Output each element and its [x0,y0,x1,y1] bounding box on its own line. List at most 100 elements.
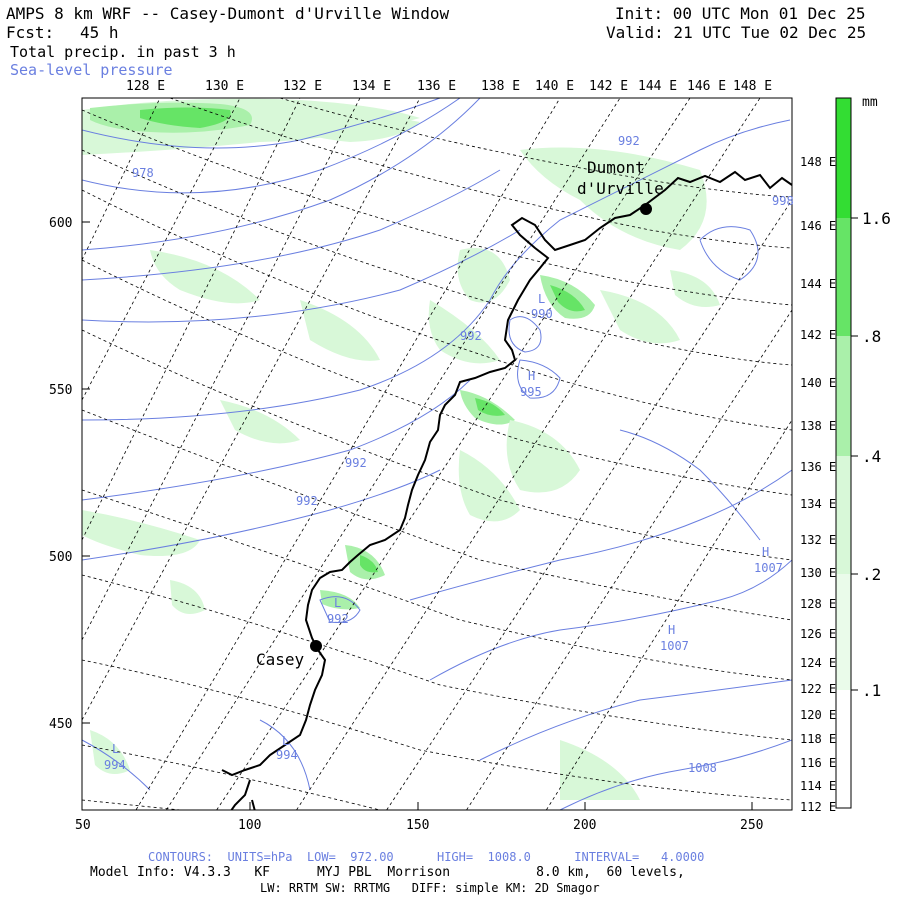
right-lon-label: 114 E [800,779,836,793]
colorbar-swatch-0.4 [836,336,851,456]
contour-label-998: 998 [772,194,794,208]
top-lon-label: 130 E [205,79,244,94]
top-lon-label: 136 E [417,79,456,94]
dumont-durville-marker [640,203,652,215]
bottom-axis-labels: 50 100 150 200 250 [75,818,763,833]
y-tick-label: 600 [49,216,72,231]
right-lon-label: 116 E [800,756,836,770]
right-lon-label: 132 E [800,533,836,547]
right-longitude-labels: 148 E 146 E 144 E 142 E 140 E 138 E 136 … [800,155,836,814]
left-axis-labels: 600 550 500 450 [49,216,72,732]
contour-info: CONTOURS: UNITS=hPa LOW= 972.00 HIGH= 10… [148,850,705,864]
forecast-hour: 45 h [80,23,119,42]
pressure-labels: 978 992 992 992 992 998 L 990 H 995 L 99… [104,134,794,775]
right-lon-label: 112 E [800,800,836,814]
colorbar-label: .8 [862,327,881,346]
colorbar-swatch-1.6 [836,98,851,218]
precip-colorbar: mm 1.6 .8 .4 .2 .1 [835,95,891,809]
right-lon-label: 140 E [800,376,836,390]
high-value: 1007 [660,639,689,653]
right-lon-label: 146 E [800,219,836,233]
top-lon-label: 140 E [535,79,574,94]
forecast-label: Fcst: [6,23,55,42]
top-lon-label: 148 E [733,79,772,94]
casey-marker [310,640,322,652]
colorbar-swatch-0.1 [836,574,851,690]
casey-label: Casey [256,650,305,669]
pressure-contours [82,98,792,810]
bottom-axis-ticks [81,802,753,810]
contour-label-992: 992 [460,329,482,343]
y-tick-label: 550 [49,383,72,398]
right-lon-label: 136 E [800,460,836,474]
low-letter: L [282,734,289,748]
dumont-label-line1: Dumont [587,158,645,177]
colorbar-swatch-0.2 [836,456,851,574]
right-lon-label: 142 E [800,328,836,342]
x-tick-label: 200 [573,818,596,833]
x-tick-label: 250 [740,818,763,833]
top-lon-label: 128 E [126,79,165,94]
right-lon-label: 144 E [800,277,836,291]
low-value: 990 [531,307,553,321]
init-time: Init: 00 UTC Mon 01 Dec 25 [615,4,866,23]
x-tick-label: 100 [238,818,261,833]
low-value: 994 [104,758,126,772]
latlon-grid [82,98,792,810]
colorbar-label: .2 [862,565,881,584]
colorbar-unit: mm [862,95,878,110]
high-value: 995 [520,385,542,399]
right-lon-label: 124 E [800,656,836,670]
right-lon-label: 130 E [800,566,836,580]
model-info: Model Info: V4.3.3 KF MYJ PBL Morrison 8… [90,865,685,880]
right-lon-label: 120 E [800,708,836,722]
colorbar-label: .1 [862,681,881,700]
low-letter: L [112,742,119,756]
top-lon-label: 146 E [687,79,726,94]
low-letter: L [538,292,545,306]
right-lon-label: 126 E [800,627,836,641]
precip-shading [82,98,720,800]
contour-label-992: 992 [296,494,318,508]
colorbar-swatch-0.8 [836,218,851,336]
y-tick-label: 450 [49,717,72,732]
top-lon-label: 142 E [589,79,628,94]
right-lon-label: 134 E [800,497,836,511]
low-value: 992 [327,612,349,626]
field-pressure-label: Sea-level pressure [10,61,173,79]
right-lon-label: 138 E [800,419,836,433]
top-lon-label: 138 E [481,79,520,94]
top-lon-label: 144 E [638,79,677,94]
right-lon-label: 128 E [800,597,836,611]
left-axis-ticks [82,221,90,724]
contour-label-1008: 1008 [688,761,717,775]
top-lon-label: 132 E [283,79,322,94]
high-letter: H [762,545,769,559]
map-border [81,97,793,811]
y-tick-label: 500 [49,550,72,565]
contour-label-992: 992 [618,134,640,148]
right-lon-label: 122 E [800,682,836,696]
high-letter: H [528,369,535,383]
low-value: 994 [276,748,298,762]
colorbar-label: .4 [862,447,881,466]
high-letter: H [668,623,675,637]
right-lon-label: 148 E [800,155,836,169]
contour-label-978: 978 [132,166,154,180]
physics-info: LW: RRTM SW: RRTMG DIFF: simple KM: 2D S… [260,881,600,895]
colorbar-label: 1.6 [862,209,891,228]
x-tick-label: 150 [406,818,429,833]
map-title: AMPS 8 km WRF -- Casey-Dumont d'Urville … [6,4,450,23]
dumont-label-line2: d'Urville [577,179,664,198]
x-tick-label: 50 [75,818,91,833]
right-lon-label: 118 E [800,732,836,746]
colorbar-swatch-0 [836,690,851,808]
field-precip-label: Total precip. in past 3 h [10,43,236,61]
low-letter: L [334,596,341,610]
top-lon-label: 134 E [352,79,391,94]
top-longitude-labels: 128 E 130 E 132 E 134 E 136 E 138 E 140 … [126,79,772,94]
high-value: 1007 [754,561,783,575]
valid-time: Valid: 21 UTC Tue 02 Dec 25 [606,23,867,42]
contour-label-992: 992 [345,456,367,470]
